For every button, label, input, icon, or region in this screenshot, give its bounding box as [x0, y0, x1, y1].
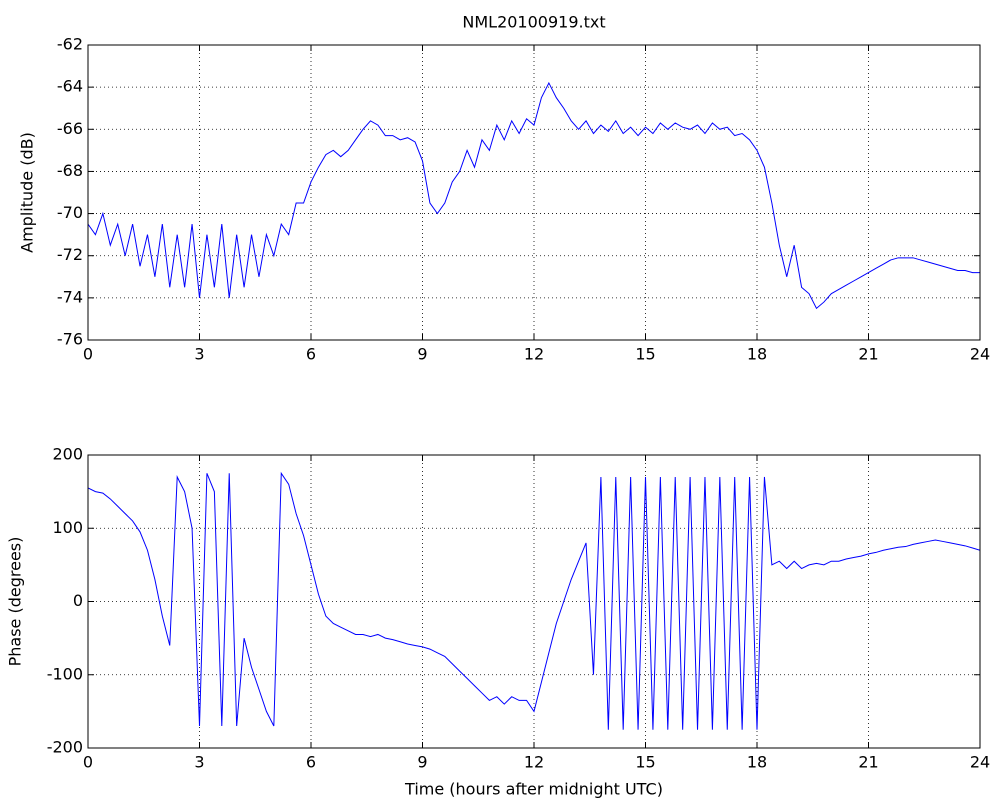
- y-axis-label: Phase (degrees): [6, 537, 25, 667]
- x-tick-label: 15: [635, 345, 655, 364]
- y-tick-label: -76: [57, 330, 83, 349]
- y-tick-label: -68: [57, 161, 83, 180]
- y-tick-label: -72: [57, 245, 83, 264]
- x-tick-label: 9: [417, 345, 427, 364]
- x-axis-label: Time (hours after midnight UTC): [404, 780, 663, 799]
- y-tick-label: -200: [47, 738, 83, 757]
- plot-frame: [87, 44, 981, 341]
- x-tick-label: 18: [747, 753, 767, 772]
- plot-frame: [87, 454, 981, 749]
- x-tick-label: 0: [83, 753, 93, 772]
- x-tick-label: 6: [306, 345, 316, 364]
- data-line: [87, 81, 980, 310]
- x-tick-label: 15: [635, 753, 655, 772]
- y-tick-label: -70: [57, 203, 83, 222]
- y-tick-label: 200: [52, 445, 83, 464]
- x-tick-label: 18: [747, 345, 767, 364]
- y-tick-label: -100: [47, 664, 83, 683]
- x-tick-label: 6: [306, 753, 316, 772]
- x-tick-label: 12: [524, 345, 544, 364]
- chart-title: NML20100919.txt: [462, 13, 605, 32]
- y-tick-label: 0: [73, 591, 83, 610]
- y-tick-label: -66: [57, 119, 83, 138]
- x-tick-label: 24: [970, 753, 990, 772]
- x-tick-label: 21: [858, 345, 878, 364]
- y-tick-label: -74: [57, 287, 83, 306]
- y-tick-label: 100: [52, 518, 83, 537]
- x-tick-label: 24: [970, 345, 990, 364]
- data-line: [87, 471, 981, 730]
- y-tick-label: -62: [57, 35, 83, 54]
- x-tick-label: 3: [194, 753, 204, 772]
- y-axis-label: Amplitude (dB): [18, 132, 37, 253]
- x-tick-label: 9: [417, 753, 427, 772]
- y-tick-label: -64: [57, 77, 83, 96]
- x-tick-label: 0: [83, 345, 93, 364]
- x-tick-label: 3: [194, 345, 204, 364]
- x-tick-label: 12: [524, 753, 544, 772]
- x-tick-label: 21: [858, 753, 878, 772]
